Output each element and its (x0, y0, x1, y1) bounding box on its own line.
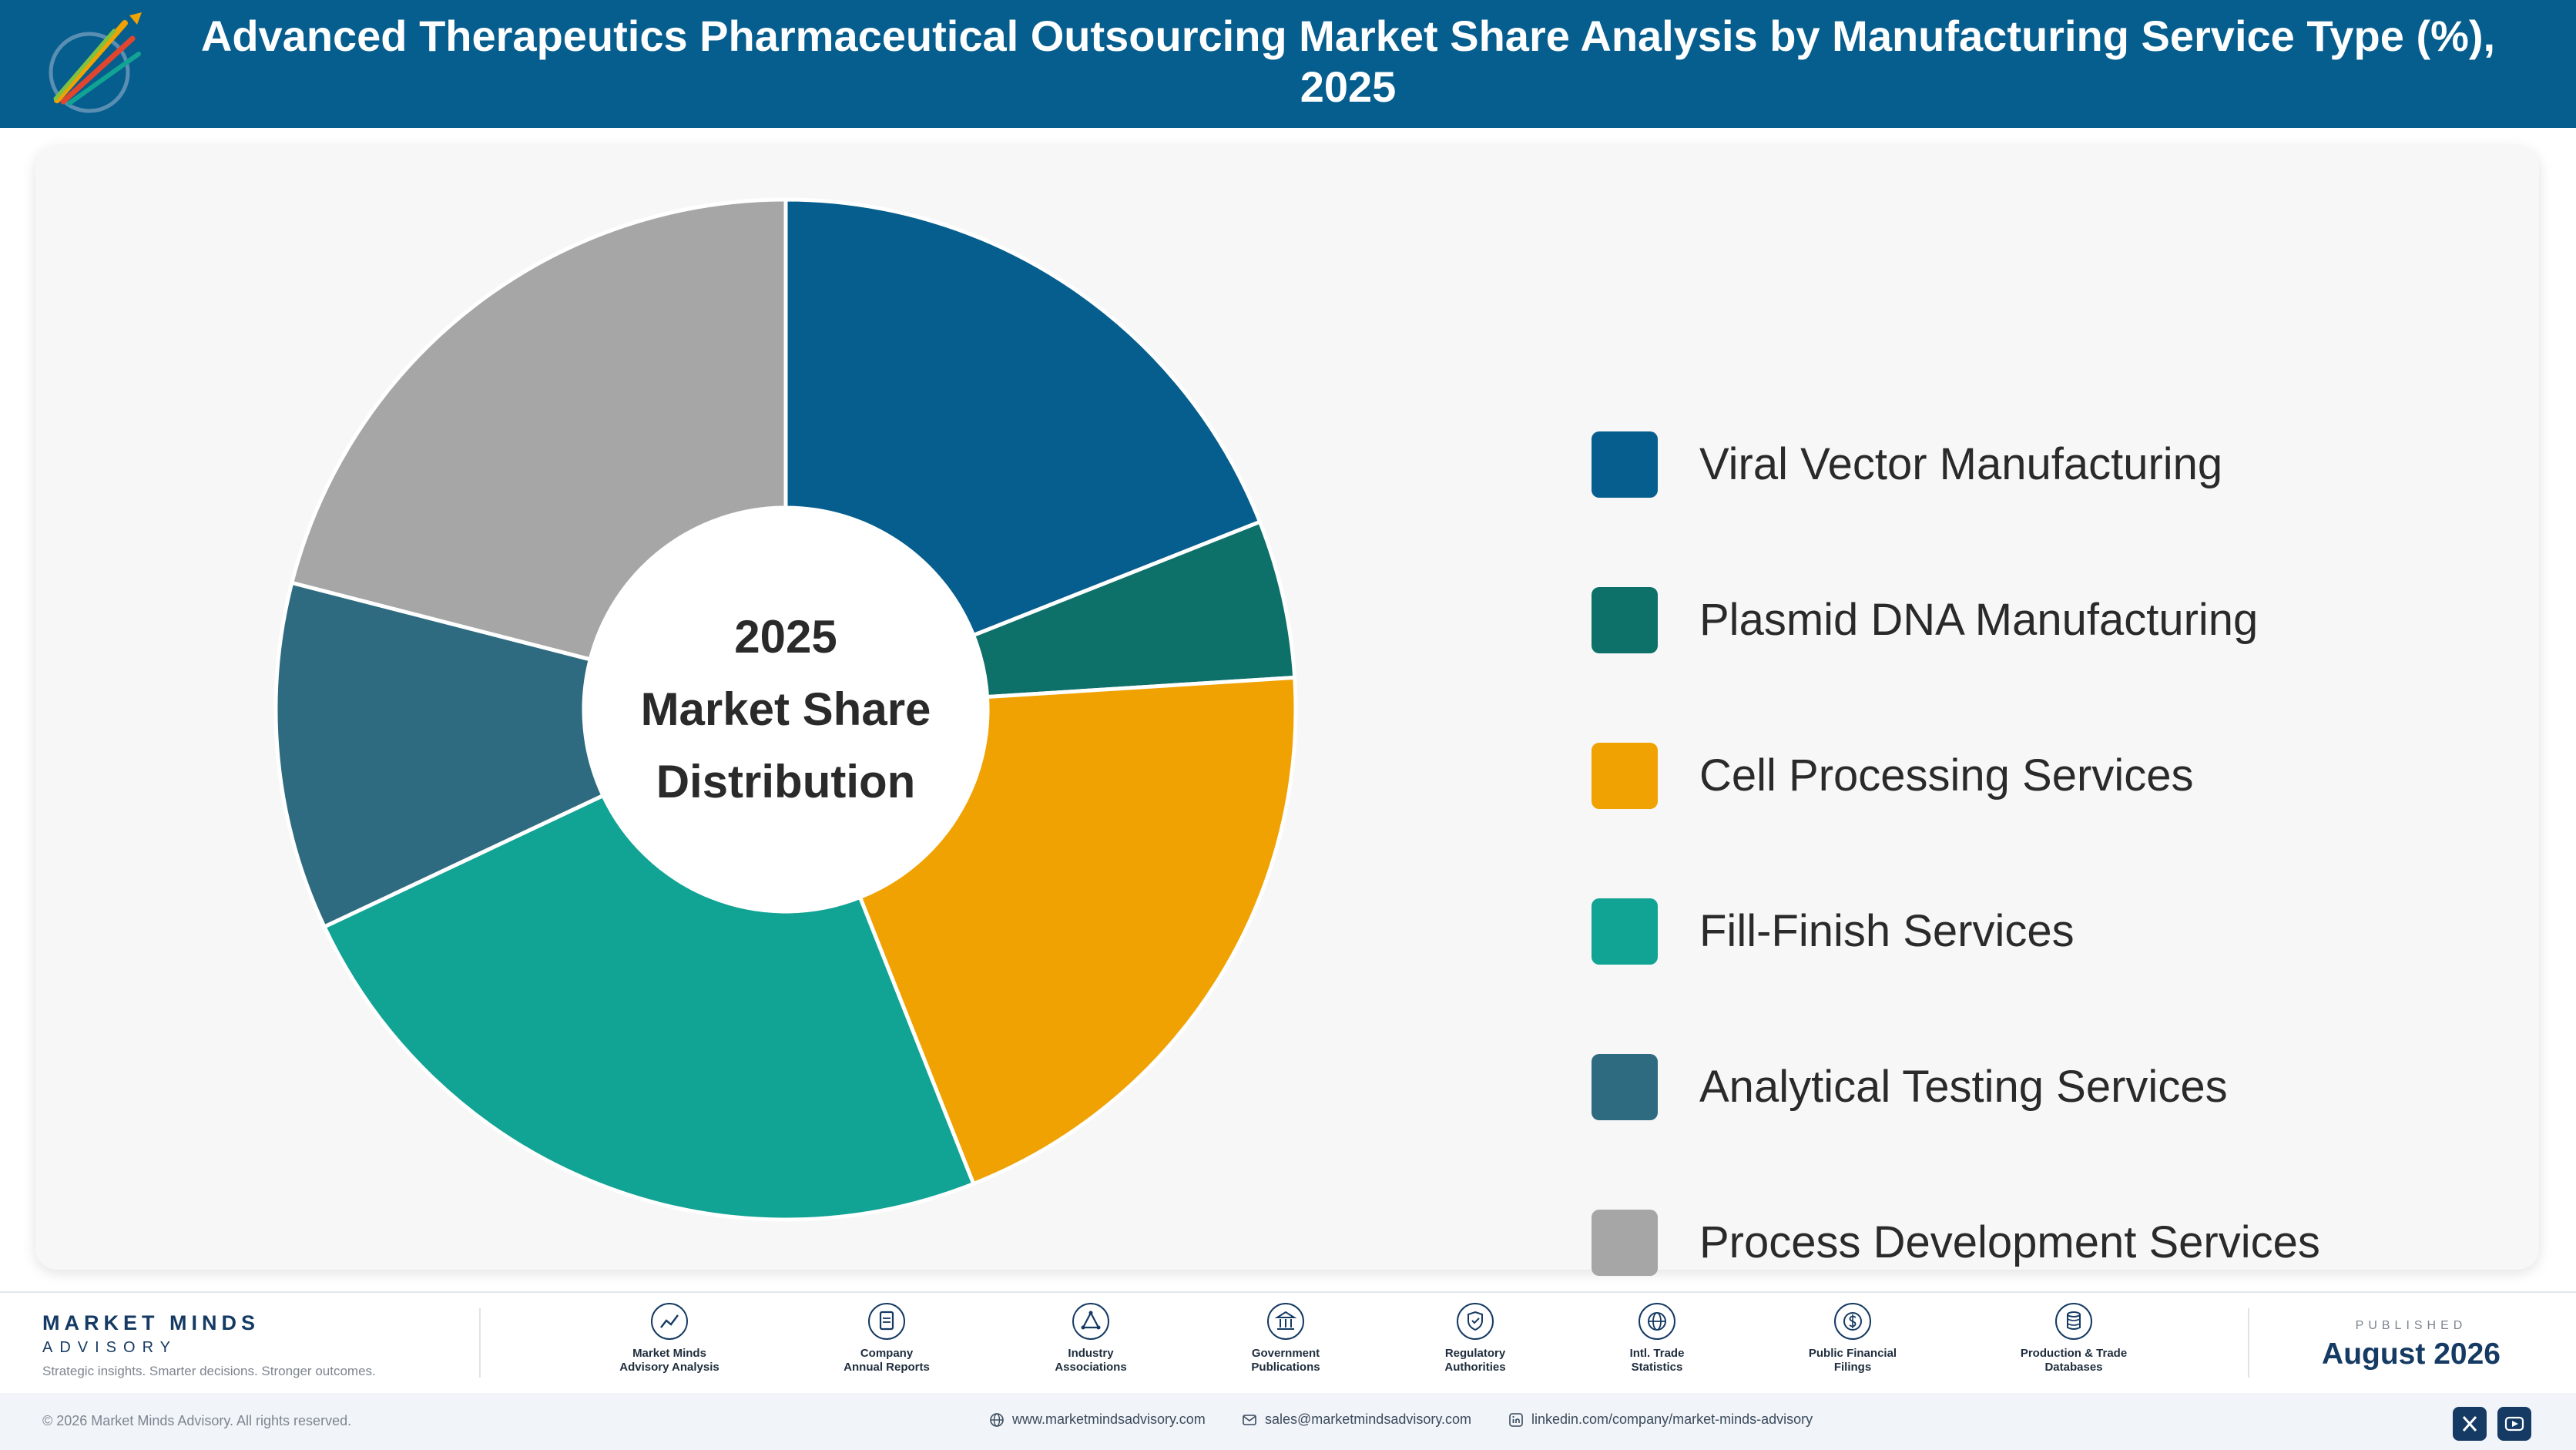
trend-line-icon (651, 1303, 688, 1340)
legend-swatch (1592, 431, 1658, 498)
youtube-icon (2504, 1416, 2524, 1432)
legend-swatch (1592, 587, 1658, 653)
linkedin-text: linkedin.com/company/market-minds-adviso… (1531, 1411, 1813, 1427)
network-icon (1072, 1303, 1109, 1340)
globe-icon (1639, 1303, 1675, 1340)
building-icon (1267, 1303, 1304, 1340)
copyright-text: © 2026 Market Minds Advisory. All rights… (42, 1413, 352, 1428)
legend-swatch (1592, 1054, 1658, 1120)
center-label-line-1: 2025 (734, 611, 837, 663)
legend-swatch (1592, 743, 1658, 809)
source-item: Company Annual Reports (802, 1302, 971, 1374)
legend-label: Cell Processing Services (1699, 750, 2194, 801)
source-label: Industry Associations (1055, 1347, 1127, 1374)
footer-divider (479, 1308, 481, 1378)
linkedin-icon (1509, 1413, 1523, 1428)
mail-icon (1243, 1415, 1256, 1426)
website-link[interactable]: www.marketmindsadvisory.com (989, 1411, 1206, 1428)
source-item: Public Financial Filings (1768, 1302, 1937, 1374)
legend-label: Plasmid DNA Manufacturing (1699, 595, 2259, 645)
legend-item: Fill-Finish Services (1592, 898, 2439, 965)
dollar-coin-icon (1834, 1303, 1871, 1340)
legend-label: Process Development Services (1699, 1217, 2320, 1267)
footer-sources-bar: MARKET MINDS ADVISORY Strategic insights… (0, 1291, 2576, 1393)
footer-contact-bar: © 2026 Market Minds Advisory. All rights… (0, 1393, 2576, 1450)
pie-slice-5 (273, 580, 606, 930)
shield-check-icon (1457, 1303, 1494, 1340)
legend-label: Viral Vector Manufacturing (1699, 439, 2223, 489)
globe-icon (990, 1413, 1004, 1428)
brand-name: MARKET MINDS (42, 1311, 260, 1334)
source-label: Regulatory Authorities (1444, 1347, 1506, 1374)
email-link[interactable]: sales@marketmindsadvisory.com (1242, 1411, 1471, 1428)
source-item: Market Minds Advisory Analysis (585, 1302, 754, 1374)
legend-swatch (1592, 898, 1658, 965)
website-text: www.marketmindsadvisory.com (1012, 1411, 1206, 1427)
center-label-line-3: Distribution (656, 756, 916, 807)
source-label: Intl. Trade Statistics (1629, 1347, 1685, 1374)
legend-item: Process Development Services (1592, 1210, 2439, 1276)
document-icon (868, 1303, 905, 1340)
brand-tagline: Strategic insights. Smarter decisions. S… (42, 1364, 376, 1378)
legend-label: Analytical Testing Services (1699, 1062, 2228, 1112)
brand-subtitle: ADVISORY (42, 1339, 177, 1356)
published-label: PUBLISHED (2355, 1319, 2467, 1332)
source-label: Public Financial Filings (1808, 1347, 1897, 1374)
database-icon (2055, 1303, 2092, 1340)
x-icon (2462, 1416, 2477, 1432)
email-text: sales@marketmindsadvisory.com (1265, 1411, 1472, 1427)
footer-divider (2248, 1308, 2249, 1378)
legend-item: Viral Vector Manufacturing (1592, 431, 2439, 498)
source-item: Government Publications (1201, 1302, 1370, 1374)
source-item: Intl. Trade Statistics (1572, 1302, 1742, 1374)
published-date: August 2026 (2322, 1338, 2501, 1371)
legend-swatch (1592, 1210, 1658, 1276)
legend-item: Cell Processing Services (1592, 743, 2439, 809)
source-item: Regulatory Authorities (1390, 1302, 1560, 1374)
header-bar: Advanced Therapeutics Pharmaceutical Out… (0, 0, 2576, 128)
source-label: Market Minds Advisory Analysis (619, 1347, 719, 1374)
linkedin-link[interactable]: linkedin.com/company/market-minds-adviso… (1508, 1411, 1813, 1428)
company-logo (49, 12, 142, 113)
chart-card: 2025 Market Share Distribution Viral Vecto… (35, 146, 2539, 1276)
x-social-button[interactable] (2453, 1407, 2487, 1441)
donut-center (584, 508, 988, 911)
source-label: Government Publications (1251, 1347, 1320, 1374)
legend-item: Plasmid DNA Manufacturing (1592, 587, 2439, 653)
youtube-social-button[interactable] (2497, 1407, 2531, 1441)
source-item: Industry Associations (1006, 1302, 1176, 1374)
legend-label: Fill-Finish Services (1699, 906, 2075, 956)
source-item: Production & Trade Databases (1989, 1302, 2158, 1374)
source-label: Production & Trade Databases (2020, 1347, 2128, 1374)
donut-chart: 2025 Market Share Distribution (273, 197, 1298, 1222)
source-label: Company Annual Reports (844, 1347, 930, 1374)
center-label-line-2: Market Share (641, 683, 931, 735)
legend-item: Analytical Testing Services (1592, 1054, 2439, 1120)
chart-title: Advanced Therapeutics Pharmaceutical Out… (200, 12, 2496, 111)
